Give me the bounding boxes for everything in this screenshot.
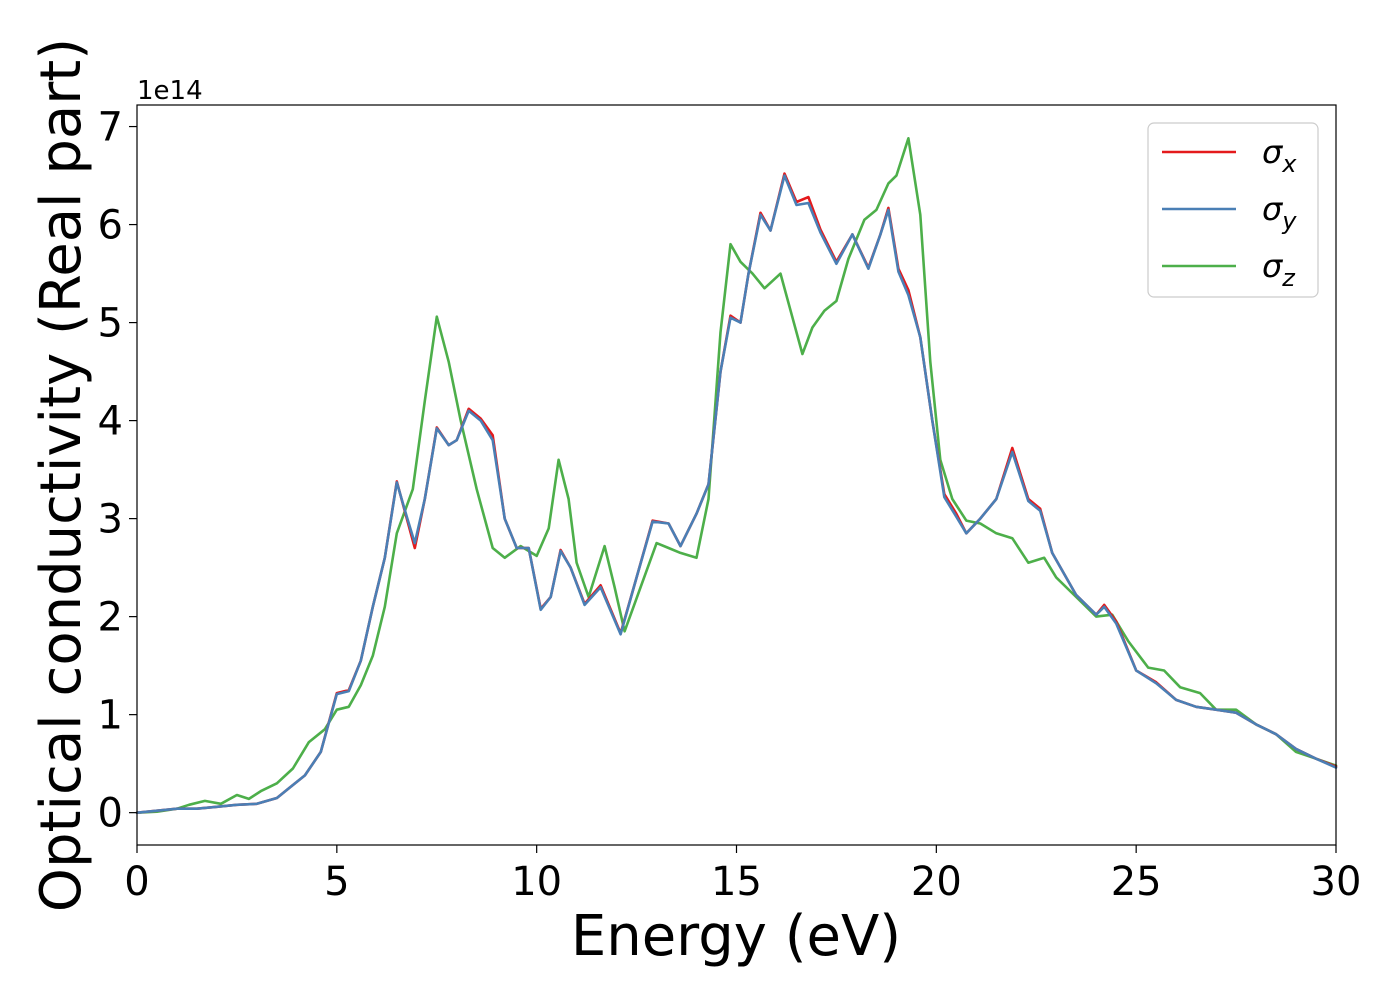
y-tick-label: 0 [98,791,123,837]
x-tick-label: 30 [1311,859,1362,905]
x-tick-label: 0 [124,859,149,905]
x-tick-label: 25 [1111,859,1162,905]
x-tick-label: 20 [911,859,962,905]
legend-label-y: σy [1262,190,1297,235]
legend-label-z: σz [1262,247,1296,292]
legend-label-x: σx [1262,133,1297,178]
y-axis: 0 1 2 3 4 5 6 7 [98,105,137,837]
y-axis-title: Optical conductivity (Real part) [29,38,94,912]
y-tick-label: 5 [98,301,123,347]
x-axis-title: Energy (eV) [571,904,901,969]
x-axis: 0 5 10 15 20 25 30 [124,845,1361,905]
y-tick-label: 1 [98,693,123,739]
series-line-y [135,174,1338,814]
y-tick-label: 2 [98,595,123,641]
y-tick-label: 4 [98,399,123,445]
series-layer [135,137,1338,814]
y-tick-label: 7 [98,105,123,151]
y-tick-label: 6 [98,203,123,249]
y-offset-label: 1e14 [137,76,203,106]
x-tick-label: 10 [511,859,562,905]
legend: σx σy σz [1147,122,1319,298]
x-tick-label: 15 [711,859,762,905]
x-tick-label: 5 [324,859,349,905]
y-tick-label: 3 [98,497,123,543]
